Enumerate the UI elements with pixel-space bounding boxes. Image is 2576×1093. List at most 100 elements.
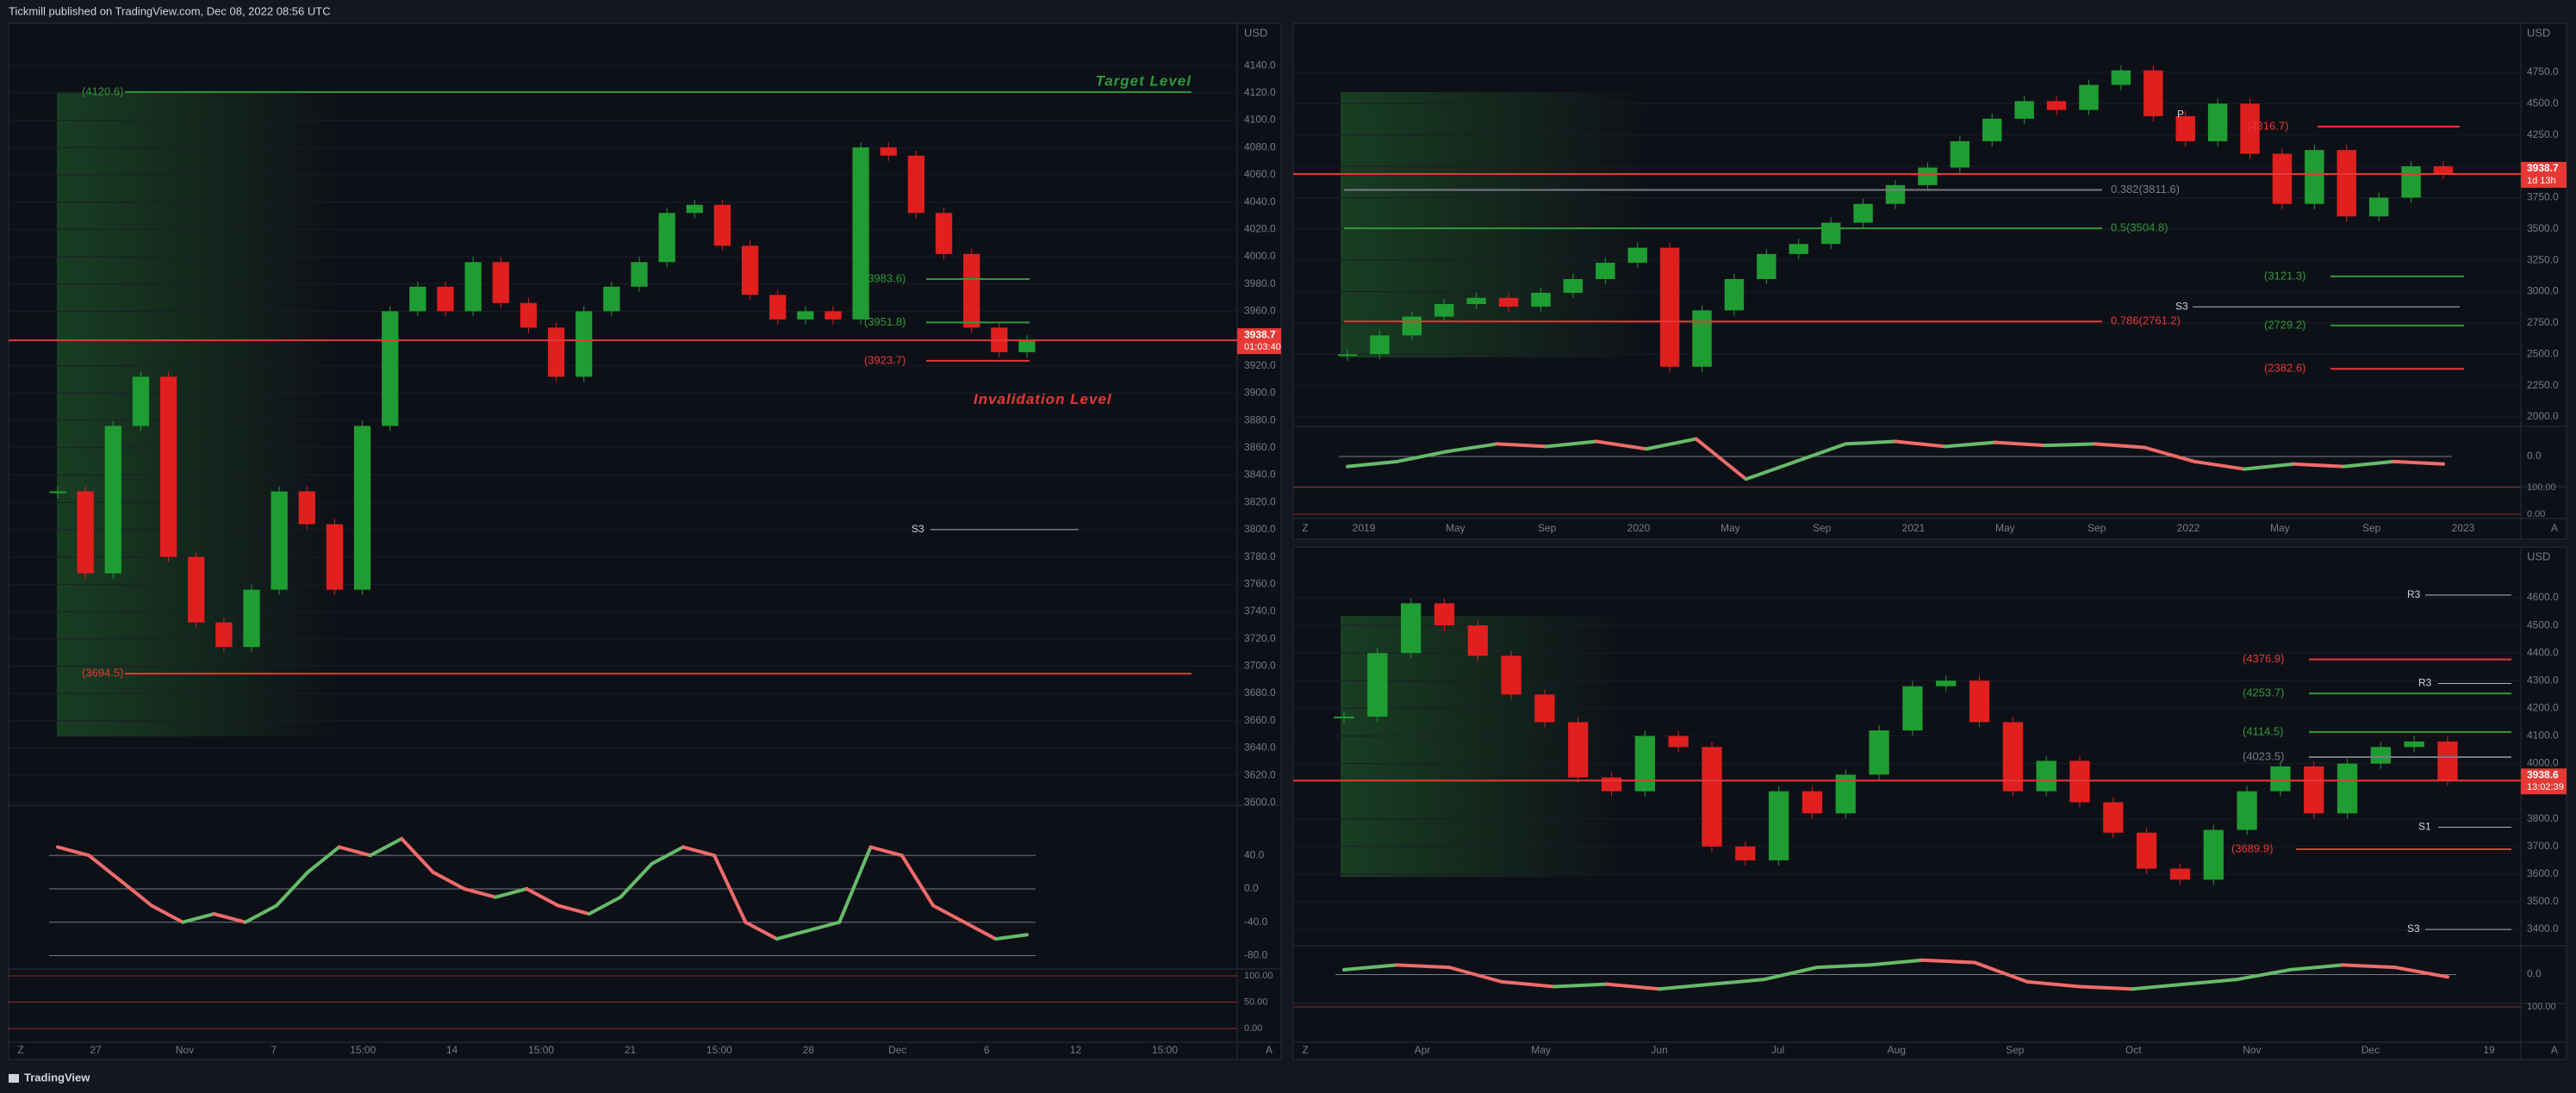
candle (2069, 761, 2090, 803)
momentum (2183, 978, 2239, 986)
candle (1467, 625, 1488, 656)
momentum (1920, 958, 1976, 965)
candle (2014, 101, 2034, 119)
candle (1634, 736, 1656, 792)
candle (104, 425, 121, 574)
button[interactable]: Z (17, 1044, 23, 1056)
momentum (118, 879, 153, 908)
candle (1601, 777, 1622, 792)
osc2-tick-label: 100.00 (1244, 971, 1273, 981)
level-label: (4376.9) (2243, 652, 2284, 665)
candle (824, 311, 842, 320)
price-tick-label: 4080.0 (1244, 140, 1276, 152)
candle (1918, 167, 1938, 185)
x-tick-label: Nov (2243, 1044, 2261, 1056)
candle (1627, 247, 1647, 264)
level-label: (3694.5) (82, 667, 123, 680)
candle (1498, 297, 1519, 307)
candle (409, 286, 426, 312)
momentum (1658, 982, 1714, 991)
x-tick-label: 15:00 (528, 1044, 554, 1056)
brand[interactable]: TradingView (24, 1071, 90, 1084)
candle (2203, 829, 2224, 880)
momentum (149, 904, 185, 924)
button[interactable]: A (2551, 522, 2558, 534)
candle (1402, 316, 1422, 336)
candle (271, 491, 288, 590)
candle (1337, 354, 1358, 357)
price-tick-label: 4040.0 (1244, 196, 1276, 208)
price-tick-label: 3250.0 (2527, 253, 2559, 265)
momentum (2341, 963, 2397, 970)
button[interactable]: A (2551, 1044, 2558, 1056)
current-price-tag (1237, 328, 1281, 355)
momentum (56, 845, 91, 858)
osc-tick-label: 0.0 (2527, 968, 2542, 980)
momentum (1710, 978, 1766, 986)
candle (2237, 791, 2257, 830)
button[interactable]: Z (1302, 522, 1308, 534)
momentum (1868, 958, 1924, 967)
candle (1334, 717, 1354, 719)
momentum (587, 895, 623, 916)
candle (1724, 278, 1745, 311)
candle (49, 491, 66, 494)
price-tick-label: 3760.0 (1244, 577, 1276, 589)
candle (2079, 84, 2099, 110)
x-tick-label: 21 (625, 1044, 637, 1056)
candle (520, 302, 538, 328)
momentum (993, 933, 1029, 941)
x-tick-label: Nov (176, 1044, 194, 1056)
volume-profile (1341, 92, 1651, 357)
momentum (212, 912, 247, 924)
candle (1885, 184, 1906, 204)
osc-tick-label: -80.0 (1244, 949, 1268, 961)
price-tick-label: 4100.0 (1244, 114, 1276, 126)
candle (603, 286, 620, 312)
price-tick-label: 3740.0 (1244, 605, 1276, 617)
x-tick-label: 28 (803, 1044, 815, 1056)
candle (2036, 761, 2056, 792)
x-tick-label: 2022 (2177, 522, 2200, 534)
x-tick-label: 2023 (2452, 522, 2475, 534)
momentum (744, 920, 779, 941)
candle (2272, 153, 2293, 204)
candle (1659, 247, 1680, 367)
current-price: 3938.7 (1244, 328, 1276, 340)
candle (1757, 253, 1776, 279)
candle (2175, 115, 2195, 141)
candle (77, 491, 94, 574)
candle (852, 147, 869, 320)
price-tick-label: 3620.0 (1244, 768, 1276, 780)
momentum (712, 854, 748, 924)
level-label: (3983.6) (864, 271, 905, 284)
x-tick-label: May (1995, 522, 2015, 534)
candle (437, 286, 454, 312)
momentum (868, 845, 904, 858)
osc2-tick-label: 50.00 (1244, 997, 1268, 1007)
momentum (494, 886, 529, 899)
x-tick-label: May (1531, 1044, 1551, 1056)
currency: USD (1244, 26, 1267, 39)
level-label: (4120.6) (82, 84, 123, 97)
candle (1568, 722, 1589, 778)
momentum (2392, 459, 2445, 466)
momentum (806, 920, 842, 933)
price-tick-label: 3500.0 (2527, 222, 2559, 234)
candle (769, 295, 787, 320)
x-tick-label: 2020 (1627, 522, 1651, 534)
momentum (650, 845, 685, 866)
candle (1902, 686, 1923, 731)
level-label: 0.5(3504.8) (2111, 221, 2168, 234)
pivot-label: S3 (2407, 922, 2420, 935)
candle (2169, 868, 2191, 880)
candle (1596, 263, 1615, 279)
x-tick-label: 7 (271, 1044, 277, 1056)
button[interactable]: Z (1302, 1044, 1308, 1056)
candle (1869, 730, 1889, 775)
momentum (2236, 967, 2292, 982)
momentum (775, 928, 810, 941)
x-tick-label: 2021 (1902, 522, 1926, 534)
button[interactable]: A (1266, 1044, 1272, 1056)
price-tick-label: 4140.0 (1244, 59, 1276, 71)
